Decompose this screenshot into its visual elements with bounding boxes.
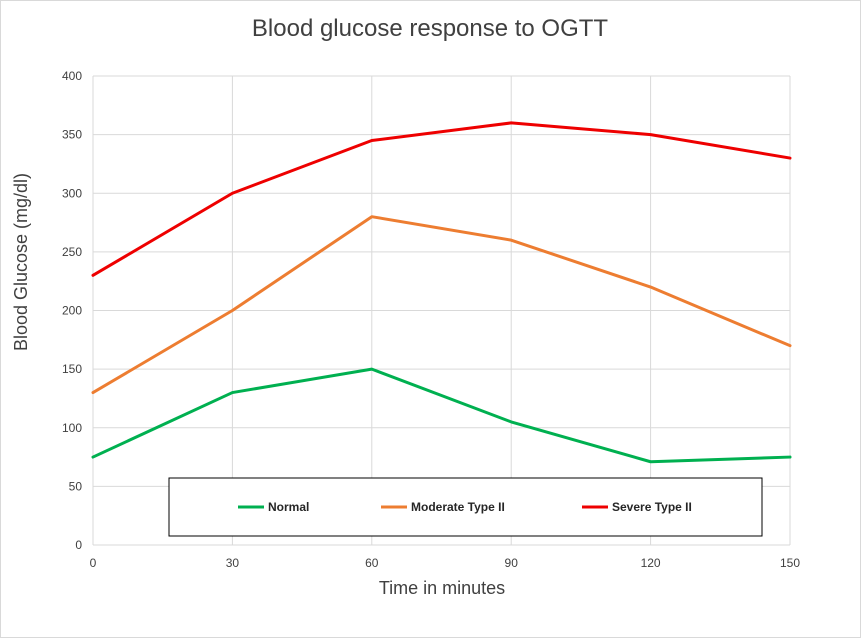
series-lines bbox=[91, 121, 792, 464]
series-line-moderate-type-ii bbox=[91, 215, 792, 395]
x-tick-label: 0 bbox=[90, 556, 97, 570]
y-axis-title: Blood Glucose (mg/dl) bbox=[11, 173, 31, 351]
y-tick-label: 0 bbox=[75, 538, 82, 552]
y-tick-label: 350 bbox=[62, 128, 82, 142]
chart-title: Blood glucose response to OGTT bbox=[252, 15, 609, 42]
x-tick-label: 90 bbox=[505, 556, 519, 570]
series-line-normal bbox=[91, 367, 792, 464]
series-line-severe-type-ii bbox=[91, 121, 792, 277]
legend-label: Severe Type II bbox=[612, 500, 692, 514]
legend: Normal Moderate Type II Severe Type II bbox=[168, 477, 763, 537]
y-tick-labels: 0 50 100 150 200 250 300 350 400 bbox=[62, 69, 82, 552]
y-tick-label: 400 bbox=[62, 69, 82, 83]
y-tick-label: 100 bbox=[62, 421, 82, 435]
x-axis-title: Time in minutes bbox=[379, 578, 505, 598]
x-tick-labels: 0 30 60 90 120 150 bbox=[90, 556, 801, 570]
legend-box bbox=[168, 477, 763, 537]
y-tick-label: 250 bbox=[62, 245, 82, 259]
x-tick-label: 30 bbox=[226, 556, 240, 570]
x-tick-label: 120 bbox=[641, 556, 661, 570]
y-tick-label: 200 bbox=[62, 304, 82, 318]
legend-label: Moderate Type II bbox=[411, 500, 505, 514]
gridlines bbox=[92, 75, 791, 546]
x-tick-label: 150 bbox=[780, 556, 800, 570]
x-tick-label: 60 bbox=[365, 556, 379, 570]
y-tick-label: 300 bbox=[62, 186, 82, 200]
legend-label: Normal bbox=[268, 500, 309, 514]
y-tick-label: 50 bbox=[69, 479, 83, 493]
y-tick-label: 150 bbox=[62, 362, 82, 376]
